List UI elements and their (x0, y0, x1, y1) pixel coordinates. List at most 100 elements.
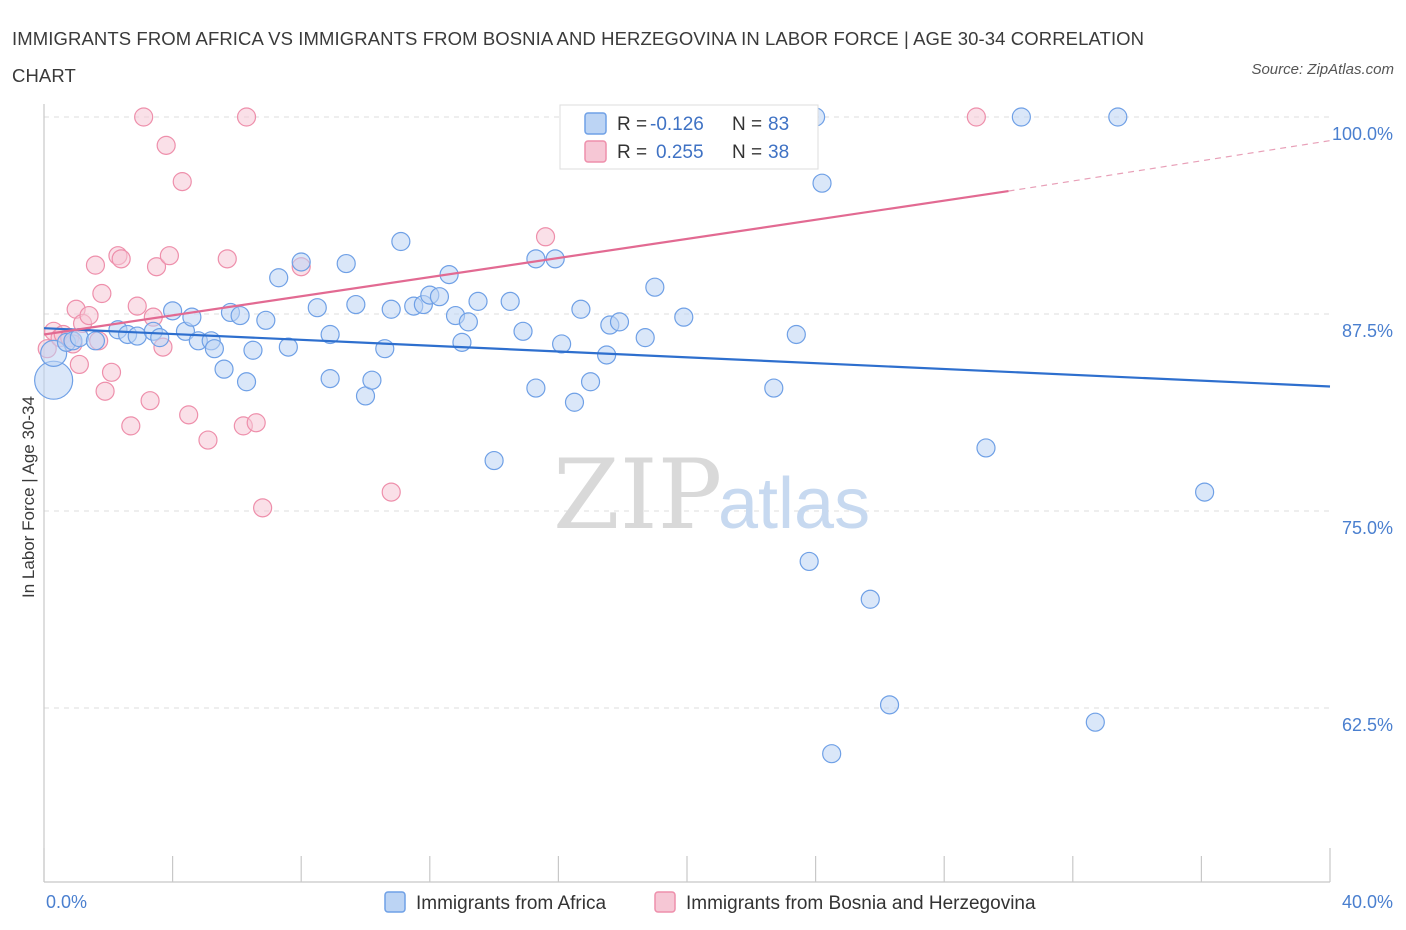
data-point-africa (635, 328, 655, 348)
data-point-africa (799, 551, 819, 572)
stats-n-label-africa: N = (732, 114, 762, 135)
data-point-africa (645, 277, 665, 297)
data-point-bosnia (156, 135, 176, 155)
y-tick-label: 87.5% (1342, 321, 1393, 341)
legend-swatch-africa (384, 891, 406, 913)
data-point-africa (552, 334, 572, 354)
y-tick-label: 75.0% (1342, 518, 1393, 538)
x-tick-label: 0.0% (46, 892, 87, 912)
data-point-africa (1195, 482, 1215, 502)
trend-line-bosnia (43, 189, 1009, 336)
data-point-bosnia (134, 107, 154, 127)
data-point-bosnia (159, 246, 179, 266)
data-point-bosnia (217, 249, 237, 269)
data-point-africa (860, 589, 880, 609)
y-tick-label: 62.5% (1342, 715, 1393, 735)
data-point-bosnia (179, 405, 199, 425)
data-point-bosnia (966, 107, 986, 127)
data-point-bosnia (111, 249, 131, 269)
data-point-africa (204, 339, 224, 359)
stats-r-label-africa: R = (617, 114, 647, 135)
data-point-africa (484, 450, 504, 471)
stats-swatch-africa (584, 112, 607, 135)
legend-label-bosnia: Immigrants from Bosnia and Herzegovina (686, 893, 1036, 914)
data-point-africa (468, 291, 488, 311)
legend: Immigrants from Africa Immigrants from B… (384, 891, 1036, 914)
points-africa (34, 107, 1215, 764)
data-point-bosnia (198, 430, 218, 450)
data-point-africa (526, 249, 546, 269)
data-point-bosnia (246, 413, 266, 433)
data-point-africa (236, 372, 257, 392)
data-point-africa (214, 359, 234, 379)
data-point-africa (1011, 107, 1031, 127)
trend-line-bosnia-extension (1008, 140, 1331, 192)
watermark: ZIP atlas (553, 439, 870, 551)
data-points (34, 107, 1215, 764)
data-point-africa (452, 332, 472, 352)
data-point-africa (1085, 712, 1105, 732)
data-point-bosnia (121, 416, 141, 436)
data-point-africa (230, 305, 250, 326)
legend-label-africa: Immigrants from Africa (416, 893, 606, 914)
data-point-africa (269, 268, 289, 288)
legend-swatch-bosnia (654, 891, 676, 913)
y-tick-label: 100.0% (1332, 124, 1393, 144)
data-point-bosnia (140, 391, 160, 411)
x-tick-label: 40.0% (1342, 892, 1393, 912)
y-tick-labels: 62.5% 75.0% 87.5% 100.0% (1332, 124, 1393, 735)
data-point-africa (256, 310, 276, 330)
trend-line-africa (43, 327, 1331, 388)
stats-box: R = -0.126 N = 83 R = 0.255 N = 38 (559, 104, 819, 170)
data-point-africa (564, 392, 585, 412)
data-point-bosnia (95, 381, 115, 401)
watermark-zip: ZIP (553, 439, 722, 551)
axes (43, 104, 1331, 883)
stats-swatch-bosnia (584, 140, 607, 163)
data-point-africa (346, 294, 366, 315)
data-point-bosnia (85, 255, 106, 275)
data-point-bosnia (127, 296, 147, 316)
data-point-africa (243, 340, 263, 360)
data-point-bosnia (172, 172, 192, 192)
data-point-africa (150, 328, 170, 348)
data-point-bosnia (381, 482, 401, 502)
data-point-africa (526, 378, 546, 398)
trend-lines (43, 140, 1331, 388)
watermark-atlas: atlas (718, 464, 870, 544)
stats-r-label-bosnia: R = (617, 142, 647, 163)
data-point-africa (320, 324, 340, 345)
data-point-africa (429, 287, 450, 307)
data-point-africa (362, 370, 382, 390)
data-point-bosnia (101, 362, 122, 382)
grid-lines (44, 116, 1330, 709)
data-point-bosnia (535, 227, 556, 247)
stats-n-value-africa: 83 (768, 114, 789, 135)
stats-r-value-bosnia: 0.255 (656, 142, 704, 163)
data-point-africa (458, 312, 478, 332)
data-point-bosnia (69, 354, 89, 375)
data-point-africa (786, 324, 806, 345)
data-point-africa (391, 231, 411, 252)
data-point-africa (879, 695, 900, 715)
data-point-africa (85, 331, 106, 351)
data-point-africa (513, 321, 533, 341)
data-point-africa (307, 298, 327, 318)
data-point-africa (127, 326, 147, 346)
stats-n-label-bosnia: N = (732, 142, 762, 163)
data-point-africa (764, 378, 784, 398)
stats-r-value-africa: -0.126 (650, 114, 704, 135)
data-point-africa (822, 744, 842, 764)
y-axis-label: In Labor Force | Age 30-34 (19, 396, 38, 598)
data-point-bosnia (92, 283, 112, 304)
data-point-africa (976, 438, 996, 458)
data-point-africa (580, 372, 601, 392)
x-tick-labels: 0.0% 40.0% (46, 892, 1393, 912)
data-point-africa (812, 173, 832, 193)
data-point-africa (320, 369, 340, 389)
data-point-bosnia (79, 305, 99, 326)
data-point-africa (336, 253, 356, 274)
data-point-africa (1108, 107, 1128, 127)
chart-title: IMMIGRANTS FROM AFRICA VS IMMIGRANTS FRO… (12, 28, 1145, 86)
